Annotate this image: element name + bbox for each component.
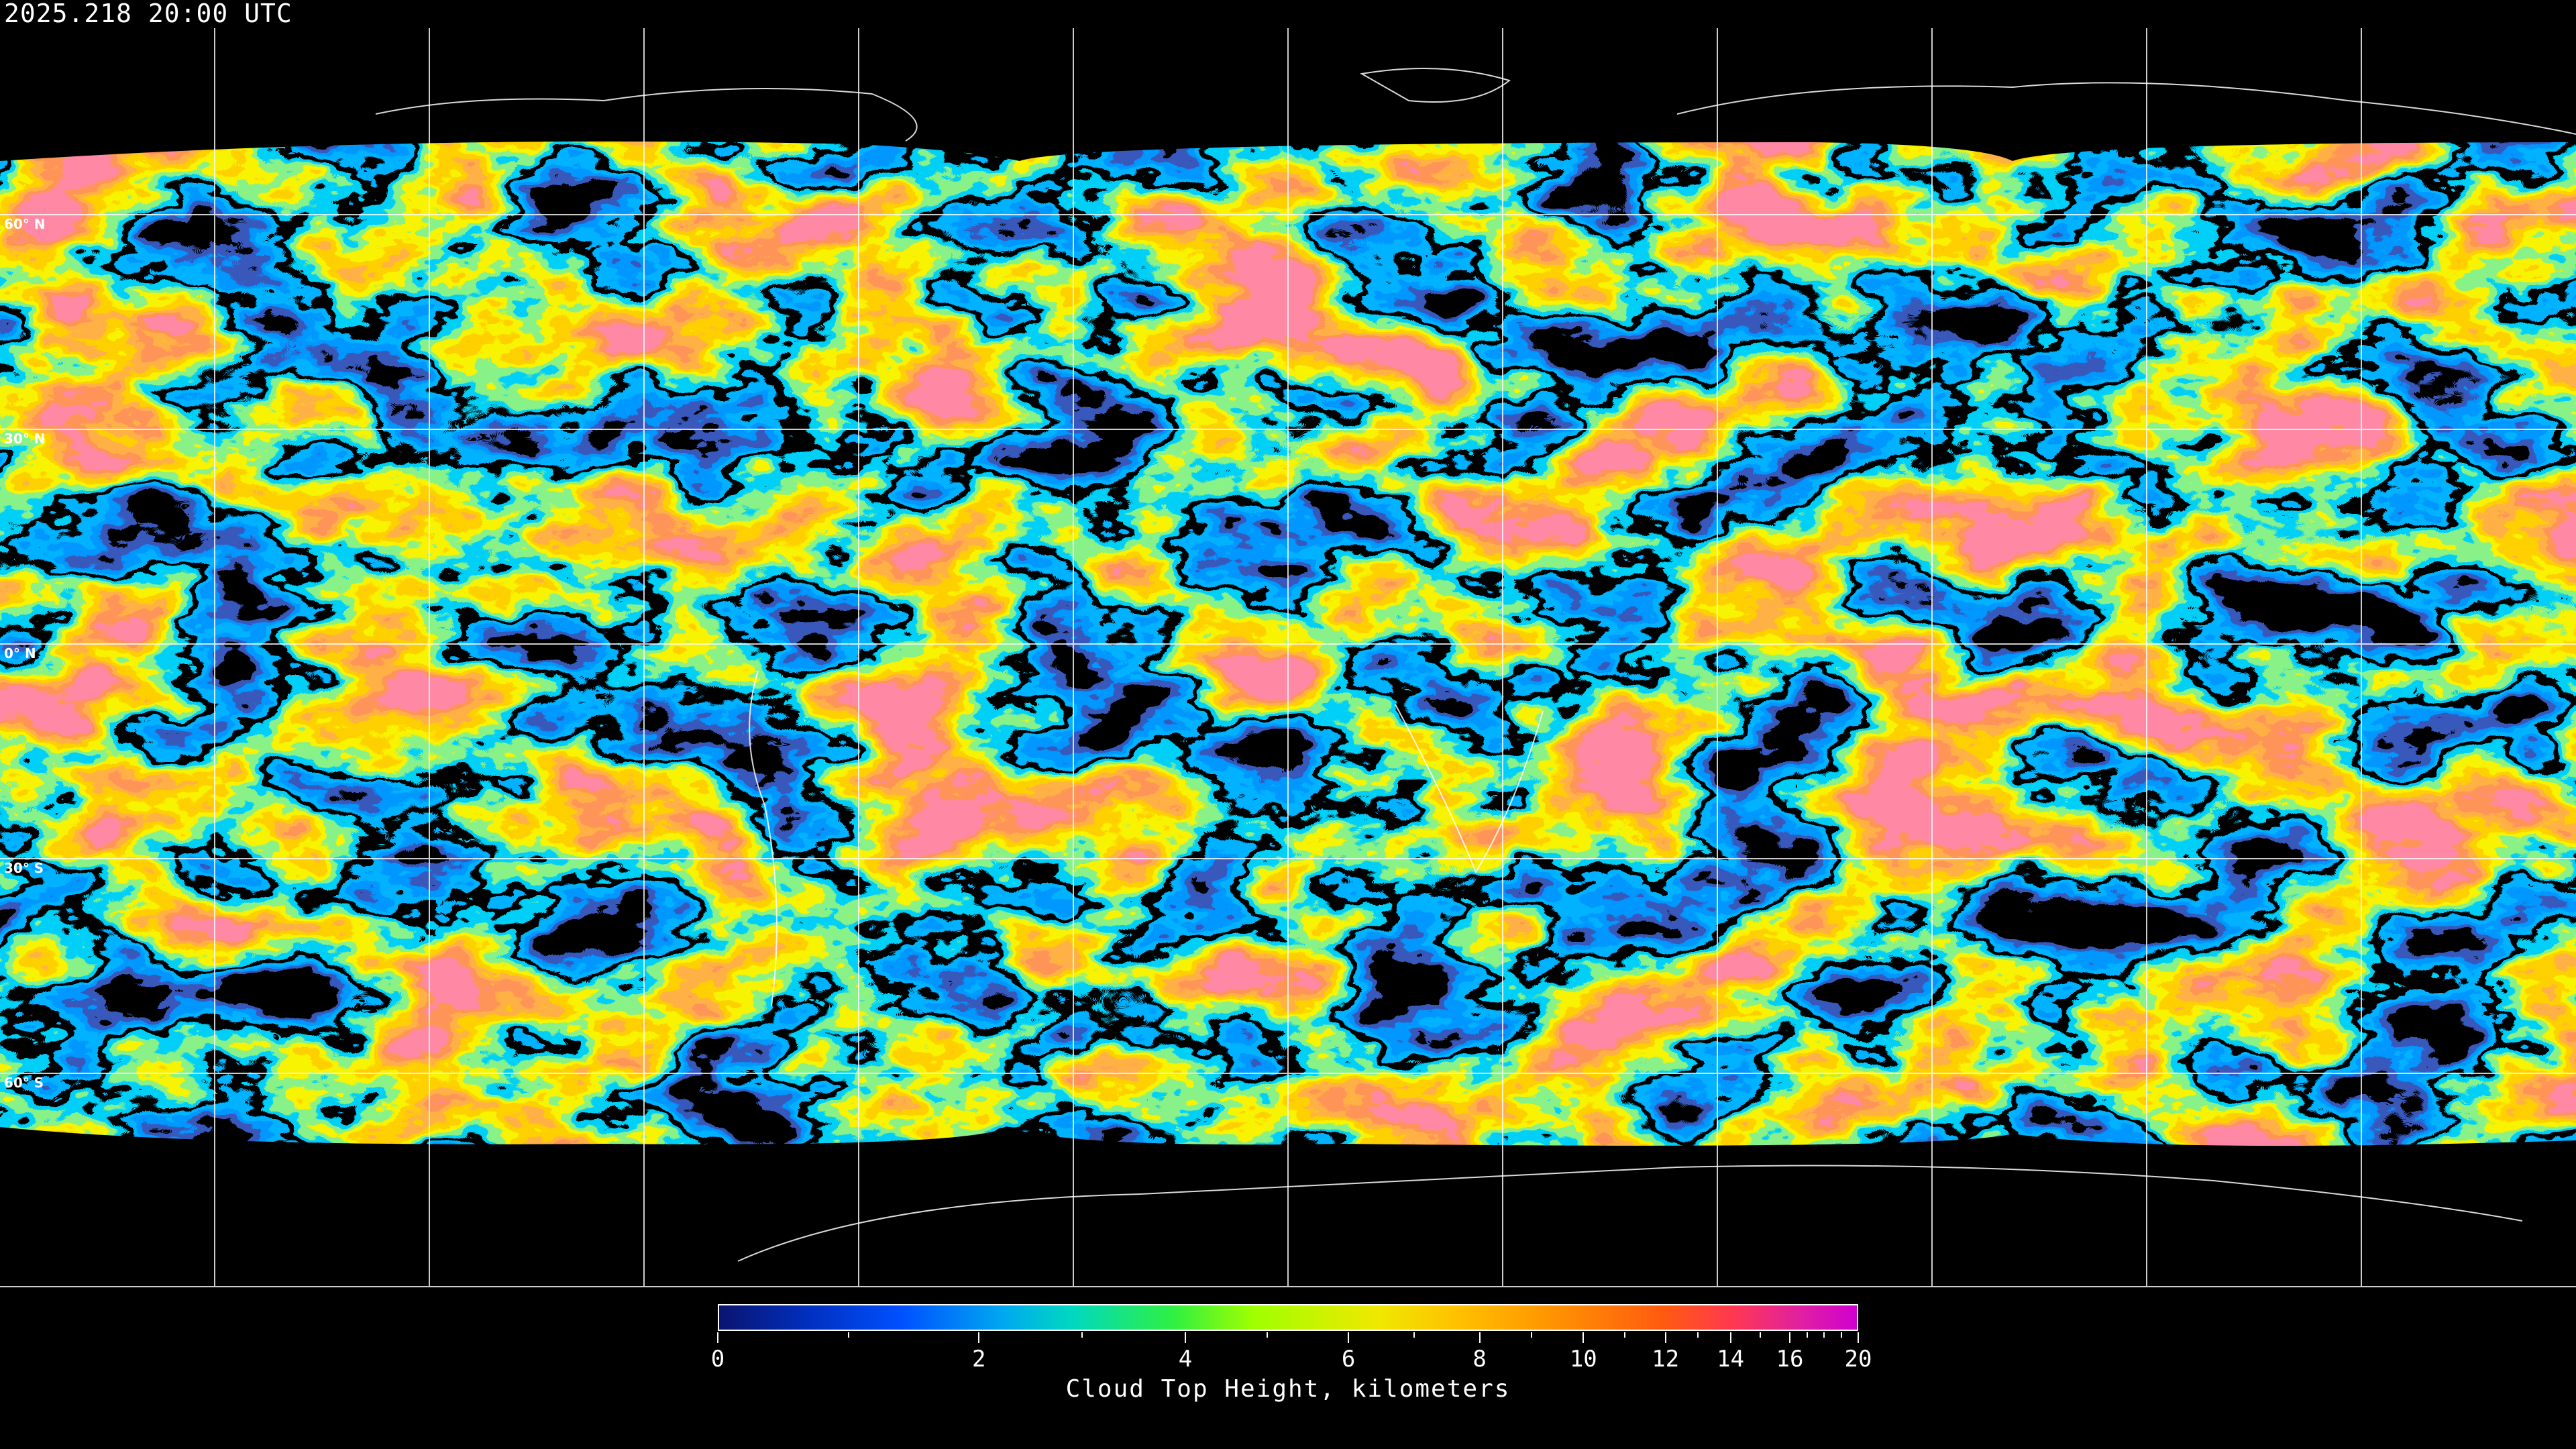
colorbar-tick-label: 12 [1652, 1346, 1680, 1373]
colorbar-minor-tick [1623, 1332, 1625, 1338]
colorbar-minor-tick [1840, 1332, 1842, 1338]
colorbar-major-tick [1185, 1332, 1186, 1343]
latitude-label-60n: 60° N [4, 216, 46, 232]
colorbar [718, 1304, 1858, 1331]
colorbar-minor-tick [1266, 1332, 1268, 1338]
colorbar-tick-label: 6 [1341, 1346, 1356, 1373]
latitude-label-60s: 60° S [4, 1075, 44, 1091]
colorbar-minor-tick [1081, 1332, 1083, 1338]
graticule [0, 28, 2576, 1287]
colorbar-title: Cloud Top Height, kilometers [1065, 1375, 1511, 1403]
latitude-label-30s: 30° S [4, 860, 44, 876]
colorbar-major-tick [1789, 1332, 1790, 1343]
colorbar-minor-tick [847, 1332, 849, 1338]
colorbar-major-tick [1582, 1332, 1585, 1343]
colorbar-major-tick [1858, 1332, 1859, 1343]
colorbar-major-tick [978, 1332, 980, 1343]
colorbar-minor-tick [1823, 1332, 1825, 1338]
colorbar-tick-label: 2 [972, 1346, 986, 1373]
colorbar-tick-label: 16 [1776, 1346, 1804, 1373]
colorbar-tick-label: 10 [1569, 1346, 1597, 1373]
colorbar-major-tick [1664, 1332, 1666, 1343]
colorbar-minor-tick [1806, 1332, 1808, 1338]
cloud-top-height-map [0, 28, 2576, 1287]
colorbar-tick-label: 0 [710, 1346, 725, 1373]
colorbar-tick-label: 14 [1717, 1346, 1745, 1373]
colorbar-ticks: 0 2 4 6 8 10 12 14 16 20 [711, 1332, 1872, 1386]
latitude-label-equator: 0° N [4, 645, 36, 661]
colorbar-minor-tick [1413, 1332, 1415, 1338]
colorbar-tick-label: 8 [1472, 1346, 1487, 1373]
colorbar-minor-tick [1759, 1332, 1761, 1338]
timestamp: 2025.218 20:00 UTC [4, 0, 292, 28]
colorbar-major-tick [1479, 1332, 1481, 1343]
colorbar-major-tick [717, 1332, 718, 1343]
colorbar-tick-label: 4 [1178, 1346, 1193, 1373]
colorbar-major-tick [1729, 1332, 1731, 1343]
colorbar-minor-tick [1530, 1332, 1532, 1338]
colorbar-minor-tick [1697, 1332, 1699, 1338]
colorbar-major-tick [1348, 1332, 1350, 1343]
latitude-label-30n: 30° N [4, 431, 46, 447]
colorbar-tick-label: 20 [1844, 1346, 1872, 1373]
coastlines [375, 68, 2576, 1262]
